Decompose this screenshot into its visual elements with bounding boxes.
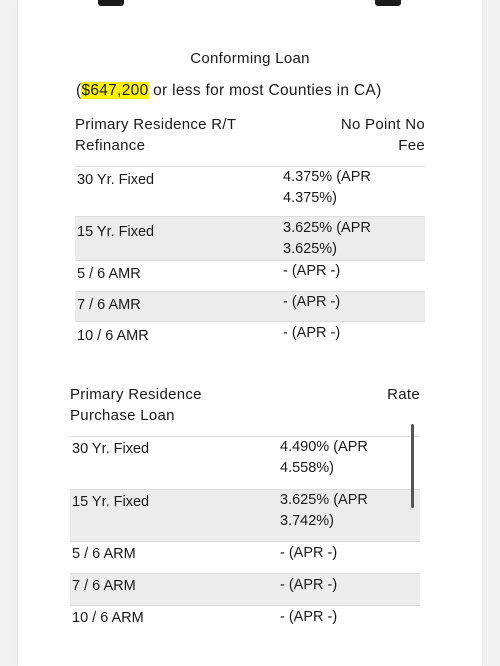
section-title: Conforming Loan (190, 50, 310, 67)
header-label: Primary Residence Purchase Loan (70, 384, 202, 426)
rate-line2: 3.742%) (280, 513, 335, 529)
loan-term: 15 Yr. Fixed (77, 224, 155, 240)
rate-line1: 3.625% (APR (280, 492, 368, 508)
rate-value: - (APR -) (283, 294, 341, 310)
top-decoration-left (98, 0, 124, 6)
rate-value: 4.375% (APR 4.375%) (283, 167, 371, 209)
loan-term: 15 Yr. Fixed (72, 494, 150, 510)
header-label-line2: Refinance (75, 137, 146, 154)
header-rate-line1: Rate (387, 386, 420, 403)
table-row: 5 / 6 ARM - (APR -) (70, 541, 420, 574)
loan-term: 5 / 6 AMR (77, 266, 141, 282)
loan-limit-note: ($647,200 or less for most Counties in C… (76, 82, 382, 100)
rate-line1: 3.625% (APR (283, 220, 371, 236)
loan-term: 5 / 6 ARM (72, 546, 136, 562)
loan-term: 30 Yr. Fixed (72, 441, 150, 457)
table-row: 5 / 6 AMR - (APR -) (75, 260, 425, 292)
header-rate-line1: No Point No (340, 116, 425, 133)
rate-value: - (APR -) (280, 577, 338, 593)
table-row: 30 Yr. Fixed 4.490% (APR 4.558%) (70, 436, 420, 490)
header-label-line1: Primary Residence R/T (75, 116, 237, 133)
rate-value: - (APR -) (280, 609, 338, 625)
header-label-line2: Purchase Loan (70, 407, 175, 424)
header-rate-label: No Point No Fee (341, 114, 425, 156)
header-rate-line2: Fee (398, 137, 425, 154)
rate-value: - (APR -) (280, 545, 338, 561)
loan-term: 7 / 6 AMR (77, 297, 141, 313)
rate-line1: 4.375% (APR (283, 169, 371, 185)
table-row: 15 Yr. Fixed 3.625% (APR 3.742%) (70, 489, 420, 542)
table-row: 10 / 6 ARM - (APR -) (70, 605, 420, 638)
scrollbar-thumb[interactable] (411, 424, 414, 508)
refinance-rate-table: Primary Residence R/T Refinance No Point… (75, 114, 425, 344)
loan-term: 10 / 6 AMR (77, 328, 149, 344)
header-label: Primary Residence R/T Refinance (75, 114, 236, 156)
rate-line2: 4.375%) (283, 190, 338, 206)
rate-value: - (APR -) (283, 263, 341, 279)
table-header: Primary Residence R/T Refinance No Point… (75, 114, 425, 166)
rate-line1: 4.490% (APR (280, 439, 368, 455)
table-row: 7 / 6 AMR - (APR -) (75, 291, 425, 322)
page-content: Conforming Loan ($647,200 or less for mo… (18, 0, 482, 666)
rate-value: - (APR -) (283, 325, 341, 341)
purchase-rate-table: Primary Residence Purchase Loan Rate 30 … (70, 384, 420, 626)
loan-limit-amount: $647,200 (81, 82, 149, 99)
loan-term: 10 / 6 ARM (72, 610, 144, 626)
header-rate-label: Rate (387, 384, 420, 405)
loan-limit-text: or less for most Counties in CA) (148, 82, 382, 99)
rate-value: 3.625% (APR 3.742%) (280, 490, 368, 532)
table-row: 30 Yr. Fixed 4.375% (APR 4.375%) (75, 166, 425, 217)
loan-term: 7 / 6 ARM (72, 578, 136, 594)
rate-value: 3.625% (APR 3.625%) (283, 218, 371, 260)
table-header: Primary Residence Purchase Loan Rate (70, 384, 420, 436)
loan-term: 30 Yr. Fixed (77, 172, 155, 188)
rate-value: 4.490% (APR 4.558%) (280, 437, 368, 479)
header-label-line1: Primary Residence (70, 386, 202, 403)
top-decoration-right (375, 0, 401, 6)
table-row: 15 Yr. Fixed 3.625% (APR 3.625%) (75, 216, 425, 261)
rate-line2: 4.558%) (280, 460, 335, 476)
rate-line2: 3.625%) (283, 241, 338, 257)
table-row: 10 / 6 AMR - (APR -) (75, 321, 425, 354)
paren-open: ( (76, 82, 82, 99)
table-row: 7 / 6 ARM - (APR -) (70, 573, 420, 606)
